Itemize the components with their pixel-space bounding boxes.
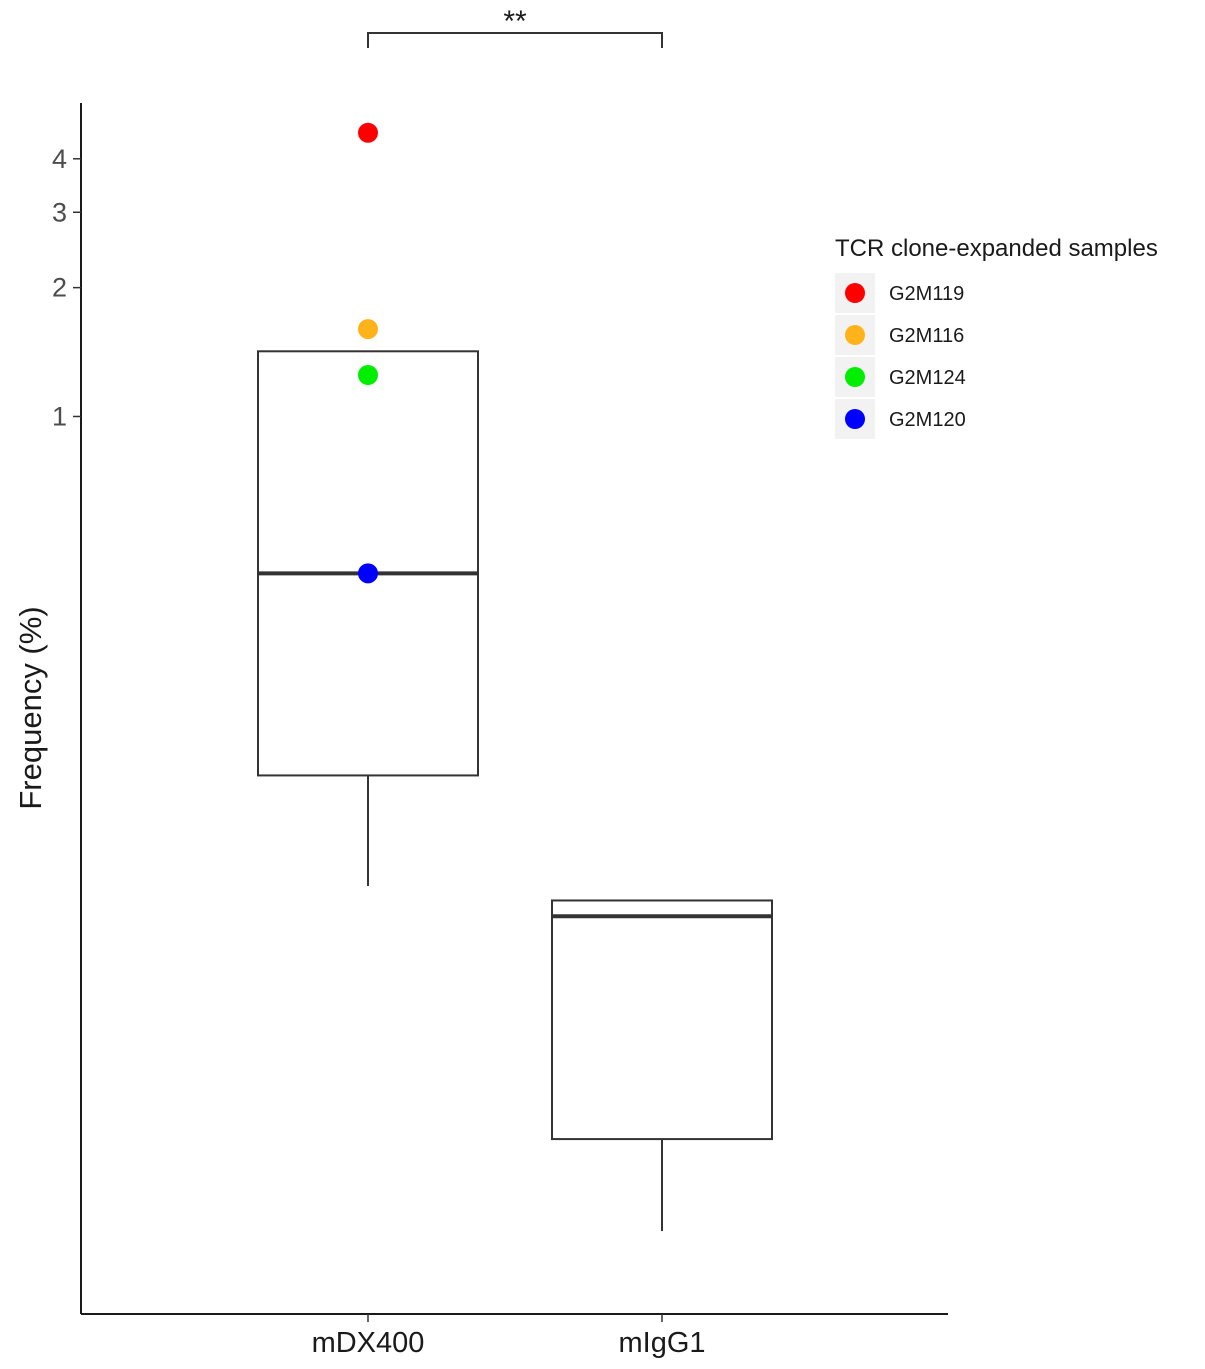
point-G2M124 — [358, 365, 378, 386]
legend-label: G2M119 — [889, 283, 964, 305]
legend-label: G2M124 — [889, 367, 966, 389]
y-tick-label: 1 — [52, 401, 67, 431]
point-G2M120 — [358, 563, 378, 584]
y-tick-label: 2 — [52, 273, 67, 303]
axes: 1 2 3 4 mDX400 mIgG1 — [52, 103, 948, 1359]
significance-bracket: ** — [367, 5, 663, 48]
point-G2M116 — [358, 319, 378, 340]
box-mDX400 — [257, 350, 479, 777]
legend-key-G2M120 — [845, 409, 865, 429]
bracket-line — [367, 32, 663, 48]
legend-label: G2M120 — [889, 409, 966, 431]
data-points — [358, 122, 378, 584]
x-tick-label: mIgG1 — [618, 1327, 705, 1359]
point-G2M119 — [358, 122, 378, 143]
legend-key-G2M116 — [845, 325, 865, 345]
y-tick-label: 4 — [52, 144, 67, 174]
legend-key-G2M119 — [845, 283, 865, 303]
x-tick-label: mDX400 — [312, 1327, 425, 1359]
y-tick-label: 3 — [52, 197, 67, 227]
y-axis-title: Frequency (%) — [13, 606, 48, 809]
legend: TCR clone-expanded samples G2M119 G2M116 G… — [835, 235, 1158, 439]
boxes — [257, 350, 773, 1232]
legend-label: G2M116 — [889, 325, 964, 347]
legend-title: TCR clone-expanded samples — [835, 235, 1158, 262]
significance-label: ** — [503, 5, 527, 38]
legend-key-G2M124 — [845, 367, 865, 387]
box-mIgG1 — [551, 899, 773, 1141]
